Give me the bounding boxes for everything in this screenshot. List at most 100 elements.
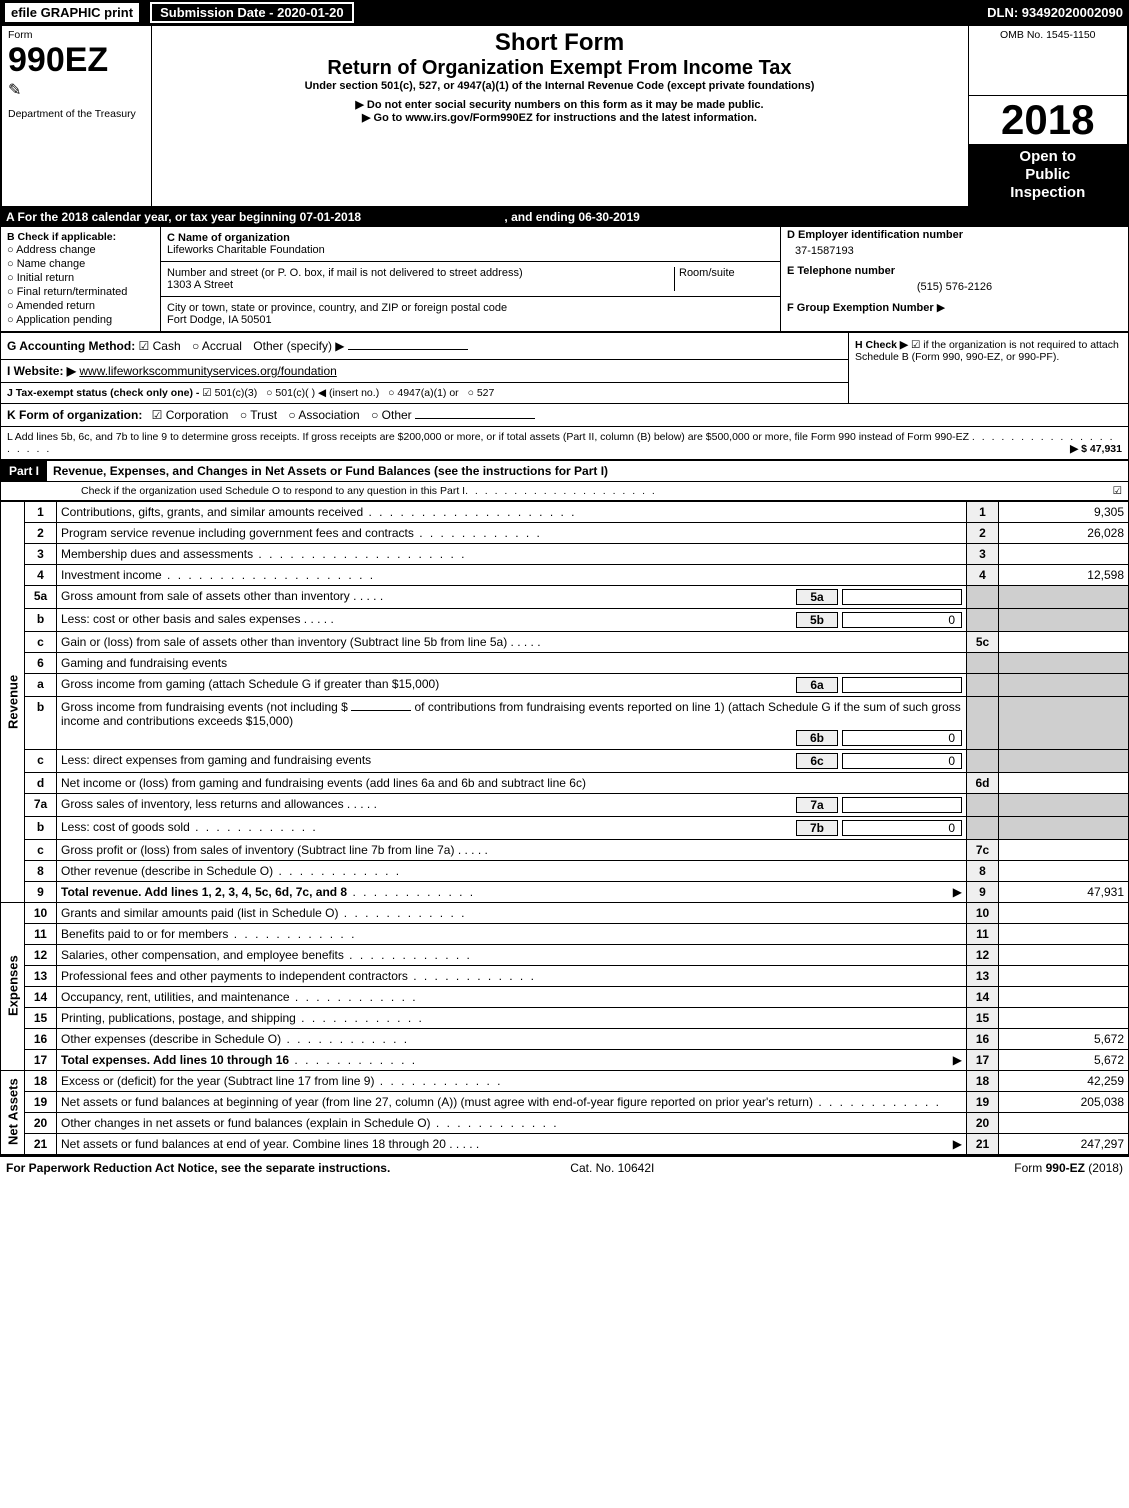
i-label: I Website: ▶ bbox=[7, 364, 76, 378]
line18-amt: 42,259 bbox=[999, 1070, 1129, 1091]
line8-text: Other revenue (describe in Schedule O) bbox=[61, 864, 273, 878]
line9-text: Total revenue. Add lines 1, 2, 3, 4, 5c,… bbox=[61, 885, 347, 899]
line7a-shade bbox=[967, 793, 999, 816]
h-label: H Check ▶ bbox=[855, 339, 908, 351]
line7b-inneramt: 0 bbox=[842, 820, 962, 836]
k-corp-check[interactable]: Corporation bbox=[152, 408, 229, 422]
line19-amt: 205,038 bbox=[999, 1091, 1129, 1112]
line20-amt bbox=[999, 1112, 1129, 1133]
org-name: Lifeworks Charitable Foundation bbox=[167, 244, 325, 256]
line7a-innerbox: 7a bbox=[796, 797, 838, 813]
final-return-check[interactable]: Final return/terminated bbox=[7, 285, 154, 299]
d-label: D Employer identification number bbox=[787, 229, 1122, 241]
line7b-dots bbox=[190, 820, 318, 834]
netassets-side-label: Net Assets bbox=[1, 1070, 25, 1154]
line4-text: Investment income bbox=[61, 568, 162, 582]
line19-dots bbox=[813, 1095, 941, 1109]
h-check[interactable] bbox=[911, 339, 923, 351]
line5a-num: 5a bbox=[25, 585, 57, 608]
line1-text: Contributions, gifts, grants, and simila… bbox=[61, 505, 363, 519]
line1-box: 1 bbox=[967, 501, 999, 522]
amended-return-check[interactable]: Amended return bbox=[7, 299, 154, 313]
website-value[interactable]: www.lifeworkscommunityservices.org/found… bbox=[79, 364, 336, 378]
line5b-text: Less: cost or other basis and sales expe… bbox=[61, 612, 300, 626]
line6a-shade bbox=[967, 673, 999, 696]
line12-text: Salaries, other compensation, and employ… bbox=[61, 948, 344, 962]
line6a-text: Gross income from gaming (attach Schedul… bbox=[61, 677, 792, 693]
line12-num: 12 bbox=[25, 944, 57, 965]
k-assoc-check[interactable]: Association bbox=[288, 408, 359, 422]
line3-amt bbox=[999, 543, 1129, 564]
line6c-text: Less: direct expenses from gaming and fu… bbox=[61, 753, 371, 767]
g-cash-check[interactable]: Cash bbox=[139, 339, 181, 353]
k-trust-check[interactable]: Trust bbox=[240, 408, 277, 422]
g-other: Other (specify) ▶ bbox=[253, 339, 344, 353]
line6b-inneramt: 0 bbox=[842, 730, 962, 746]
check-if-label: B Check if applicable: bbox=[7, 231, 154, 243]
k-other-check[interactable]: Other bbox=[371, 408, 412, 422]
line6b-shade bbox=[967, 696, 999, 749]
j-4947-check[interactable]: 4947(a)(1) or bbox=[388, 387, 459, 399]
line7b-shade2 bbox=[999, 816, 1129, 839]
line15-dots bbox=[296, 1011, 424, 1025]
line16-num: 16 bbox=[25, 1028, 57, 1049]
line6-num: 6 bbox=[25, 652, 57, 673]
line1-amt: 9,305 bbox=[999, 501, 1129, 522]
g-other-input[interactable] bbox=[348, 349, 468, 350]
line6b-shade2 bbox=[999, 696, 1129, 749]
line6b-blank[interactable] bbox=[351, 710, 411, 711]
g-l-block: G Accounting Method: Cash Accrual Other … bbox=[0, 332, 1129, 460]
line18-text: Excess or (deficit) for the year (Subtra… bbox=[61, 1074, 374, 1088]
line13-text: Professional fees and other payments to … bbox=[61, 969, 408, 983]
line17-text: Total expenses. Add lines 10 through 16 bbox=[61, 1053, 289, 1067]
line14-dots bbox=[290, 990, 418, 1004]
line9-dots bbox=[347, 885, 475, 899]
name-change-check[interactable]: Name change bbox=[7, 257, 154, 271]
part1-check-dots bbox=[465, 485, 657, 497]
open-line2: Public bbox=[1025, 166, 1070, 183]
line16-box: 16 bbox=[967, 1028, 999, 1049]
line5b-shade2 bbox=[999, 608, 1129, 631]
line15-box: 15 bbox=[967, 1007, 999, 1028]
line21-amt: 247,297 bbox=[999, 1133, 1129, 1154]
address-change-check[interactable]: Address change bbox=[7, 243, 154, 257]
line14-num: 14 bbox=[25, 986, 57, 1007]
city-label: City or town, state or province, country… bbox=[167, 302, 507, 314]
line6a-inneramt bbox=[842, 677, 962, 693]
j-501c-check[interactable]: 501(c)( ) ◀ (insert no.) bbox=[266, 387, 379, 399]
line3-box: 3 bbox=[967, 543, 999, 564]
g-accrual-check[interactable]: Accrual bbox=[192, 339, 242, 353]
line5a-shade bbox=[967, 585, 999, 608]
line7c-amt bbox=[999, 839, 1129, 860]
line13-num: 13 bbox=[25, 965, 57, 986]
street-label: Number and street (or P. O. box, if mail… bbox=[167, 267, 523, 279]
part1-check-mark[interactable]: ☑ bbox=[1113, 485, 1122, 497]
org-info-block: B Check if applicable: Address change Na… bbox=[0, 226, 1129, 332]
line10-dots bbox=[338, 906, 466, 920]
page-footer: For Paperwork Reduction Act Notice, see … bbox=[0, 1155, 1129, 1179]
ssn-note: ▶ Do not enter social security numbers o… bbox=[158, 98, 962, 111]
line14-box: 14 bbox=[967, 986, 999, 1007]
open-to-public: Open to Public Inspection bbox=[969, 144, 1128, 206]
line20-box: 20 bbox=[967, 1112, 999, 1133]
line9-num: 9 bbox=[25, 881, 57, 902]
line7c-dots bbox=[454, 843, 487, 857]
line7c-text: Gross profit or (loss) from sales of inv… bbox=[61, 843, 454, 857]
j-527-check[interactable]: 527 bbox=[468, 387, 495, 399]
line18-box: 18 bbox=[967, 1070, 999, 1091]
short-form-title: Short Form bbox=[158, 29, 962, 57]
application-pending-check[interactable]: Application pending bbox=[7, 313, 154, 327]
k-other-input[interactable] bbox=[415, 418, 535, 419]
e-label: E Telephone number bbox=[787, 265, 1122, 277]
line2-dots bbox=[414, 526, 542, 540]
line1-dots bbox=[363, 505, 576, 519]
line2-amt: 26,028 bbox=[999, 522, 1129, 543]
line6a-num: a bbox=[25, 673, 57, 696]
j-501c3-check[interactable]: 501(c)(3) bbox=[202, 387, 257, 399]
line6a-innerbox: 6a bbox=[796, 677, 838, 693]
l-amount: ▶ $ 47,931 bbox=[1070, 443, 1122, 455]
line15-num: 15 bbox=[25, 1007, 57, 1028]
initial-return-check[interactable]: Initial return bbox=[7, 271, 154, 285]
line6d-text: Net income or (loss) from gaming and fun… bbox=[57, 772, 967, 793]
line14-text: Occupancy, rent, utilities, and maintena… bbox=[61, 990, 290, 1004]
